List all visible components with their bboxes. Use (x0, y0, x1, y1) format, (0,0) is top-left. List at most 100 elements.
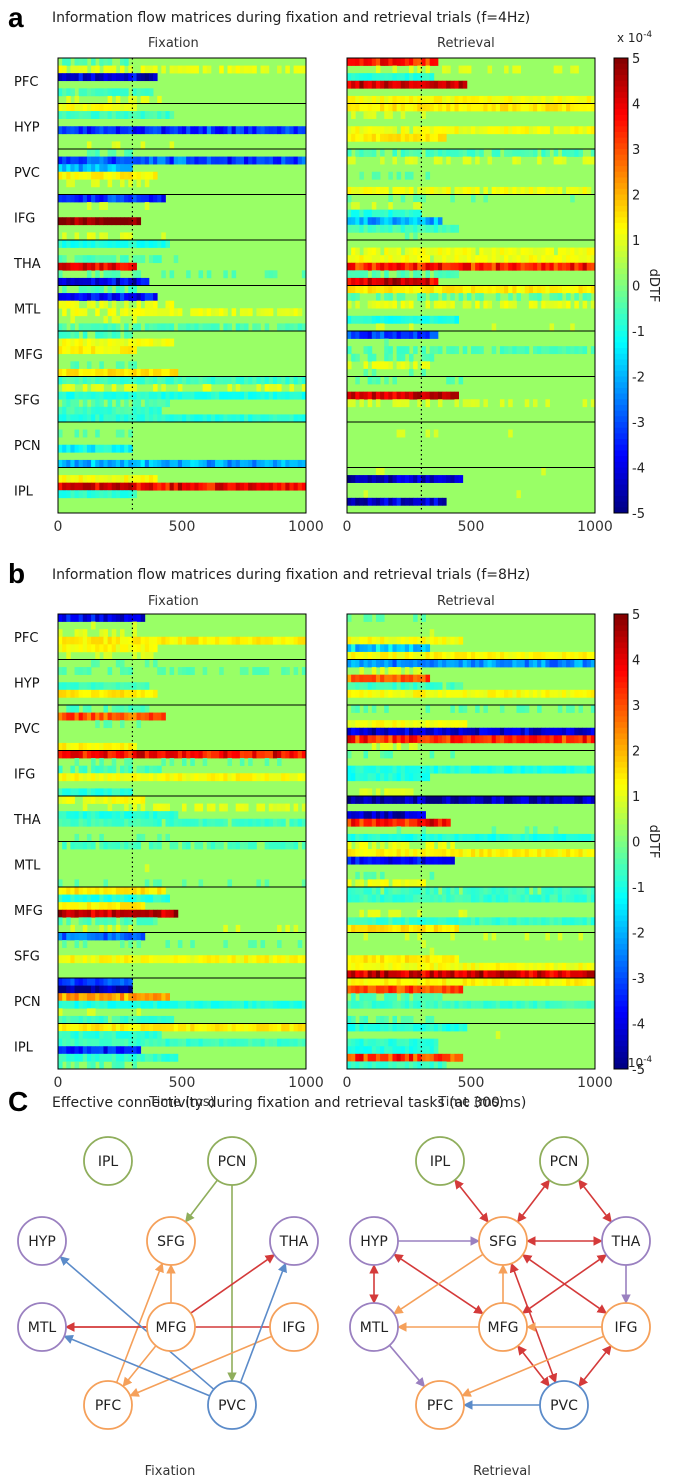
heatmap-cell (380, 924, 385, 933)
heatmap-cell (99, 232, 104, 241)
heatmap-cell (442, 917, 447, 926)
heatmap-cell (74, 993, 80, 1002)
heatmap-cell (107, 459, 113, 468)
heatmap-cell (466, 293, 472, 301)
heatmap-cell (103, 796, 108, 804)
heatmap-cell (375, 315, 381, 324)
heatmap-cell (512, 849, 517, 857)
heatmap-cell (590, 689, 596, 698)
heatmap-cell (169, 636, 175, 645)
heatmap-cell (462, 727, 468, 736)
heatmap-cell (120, 1023, 125, 1032)
heatmap-cell (541, 659, 546, 668)
heatmap-cell (132, 742, 137, 751)
heatmap-cell (355, 841, 360, 850)
heatmap-cell (582, 689, 588, 698)
heatmap-cell (429, 73, 435, 82)
heatmap-cell (437, 475, 443, 483)
heatmap-cell (384, 103, 389, 112)
heatmap-cell (91, 482, 96, 491)
heatmap-cell (417, 149, 422, 157)
heatmap-cell (157, 993, 162, 1002)
heatmap-cell (161, 1038, 166, 1047)
heatmap-cell (404, 773, 410, 782)
heatmap-cell (78, 887, 84, 895)
heatmap-cell (437, 720, 443, 729)
heatmap-cell (95, 262, 100, 271)
heatmap-cell (400, 58, 406, 66)
heatmap-frame (346, 57, 596, 514)
heatmap-cell (347, 331, 352, 339)
heatmap-cell (136, 194, 142, 203)
heatmap-cell (115, 705, 121, 713)
heatmap-cell (425, 475, 431, 483)
heatmap-cell (491, 887, 497, 895)
heatmap-cell (446, 126, 451, 135)
heatmap-cell (120, 58, 125, 66)
heatmap-cell (132, 399, 137, 408)
heatmap-cell (297, 414, 303, 423)
heatmap-cell (115, 924, 121, 933)
heatmap-cell (210, 636, 216, 645)
heatmap-cell (148, 300, 154, 309)
heatmap-cell (264, 376, 270, 385)
heatmap-cell (157, 803, 162, 812)
heatmap-cell (62, 300, 67, 309)
heatmap-cell (471, 887, 476, 895)
heatmap-cell (504, 887, 509, 895)
heatmap-cell (351, 833, 356, 842)
heatmap-cell (578, 262, 583, 271)
colorbar-segment (614, 109, 628, 116)
heatmap-cell (91, 126, 96, 135)
heatmap-cell (541, 894, 546, 903)
heatmap-cell (66, 1053, 71, 1062)
heatmap-cell (301, 750, 307, 759)
heatmap-cell (388, 80, 393, 89)
heatmap-cell (239, 818, 245, 827)
heatmap-cell (367, 209, 373, 218)
heatmap-cell (363, 651, 369, 660)
heatmap-cell (140, 955, 146, 964)
heatmap-cell (91, 621, 96, 630)
heatmap-cell (409, 368, 414, 377)
heatmap-cell (475, 735, 480, 744)
heatmap-cell (375, 720, 381, 729)
x-tick-label: 0 (54, 1075, 63, 1091)
heatmap-cell (499, 262, 505, 271)
heatmap-cell (66, 384, 71, 392)
heatmap-cell (524, 735, 530, 744)
heatmap-cell (396, 742, 402, 751)
heatmap-cell (404, 277, 410, 286)
heatmap-cell (409, 720, 414, 729)
heatmap-cell (111, 629, 117, 638)
heatmap-cell (86, 894, 92, 903)
heatmap-cell (355, 773, 360, 782)
heatmap-cell (74, 73, 80, 82)
heatmap-cell (111, 482, 117, 491)
heatmap-cell (86, 202, 92, 210)
heatmap-cell (78, 993, 84, 1002)
heatmap-cell (375, 255, 381, 264)
heatmap-cell (153, 750, 158, 759)
heatmap-cell (404, 80, 410, 89)
heatmap-cell (367, 73, 373, 82)
heatmap-cell (103, 111, 108, 119)
heatmap-cell (86, 614, 92, 622)
heatmap-cell (375, 659, 381, 668)
heatmap-cell (91, 1031, 96, 1039)
heatmap-cell (384, 651, 389, 660)
heatmap-cell (400, 659, 406, 668)
heatmap-cell (128, 1000, 133, 1009)
heatmap-cell (58, 932, 63, 941)
heatmap-cell (392, 970, 397, 979)
heatmap-cell (144, 300, 150, 309)
heatmap-cell (367, 391, 373, 400)
heatmap-cell (388, 773, 393, 782)
heatmap-cell (260, 459, 266, 468)
heatmap-cell (124, 1000, 129, 1009)
heatmap-cell (206, 750, 212, 759)
heatmap-cell (367, 614, 373, 622)
heatmap-cell (388, 475, 393, 483)
heatmap-cell (153, 955, 158, 964)
heatmap-cell (252, 773, 257, 782)
